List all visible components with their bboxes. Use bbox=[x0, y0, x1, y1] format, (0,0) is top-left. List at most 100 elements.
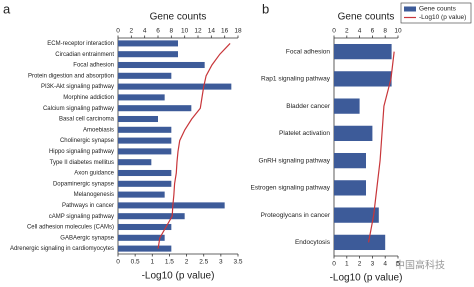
top-tick-label: 12 bbox=[194, 28, 202, 35]
category-label: Estrogen signaling pathway bbox=[251, 185, 331, 192]
category-label: Cholinergic synapse bbox=[60, 138, 115, 144]
top-tick-label: 0 bbox=[116, 28, 120, 35]
bar bbox=[334, 71, 392, 87]
bar bbox=[118, 115, 158, 123]
panel-label: b bbox=[262, 1, 269, 16]
panel-label: a bbox=[3, 1, 11, 16]
category-label: Pathways in cancer bbox=[62, 203, 114, 209]
bottom-tick-label: 2 bbox=[358, 261, 362, 268]
bar bbox=[118, 61, 205, 69]
category-label: Proteoglycans in cancer bbox=[261, 212, 331, 219]
top-tick-label: 10 bbox=[181, 28, 189, 35]
bar bbox=[118, 169, 172, 177]
bar bbox=[118, 213, 185, 220]
bar bbox=[118, 137, 172, 144]
bar bbox=[118, 83, 232, 90]
bottom-axis-title: -Log10 (p value) bbox=[330, 273, 403, 284]
bottom-tick-label: 1.5 bbox=[165, 259, 174, 266]
category-label: Melanogenesis bbox=[74, 192, 114, 198]
bottom-tick-label: 0 bbox=[116, 259, 120, 266]
category-label: Circadian entrainment bbox=[55, 52, 114, 58]
top-tick-label: 2 bbox=[130, 28, 134, 35]
bar bbox=[334, 180, 366, 196]
category-label: Calcium signaling pathway bbox=[43, 106, 114, 112]
category-label: Platelet activation bbox=[279, 130, 330, 137]
category-label: Protein digestion and absorption bbox=[28, 73, 114, 79]
p-value-line bbox=[157, 42, 231, 249]
category-label: Focal adhesion bbox=[73, 63, 114, 69]
bar bbox=[118, 191, 165, 198]
bar bbox=[118, 51, 178, 58]
category-label: Hippo signaling pathway bbox=[49, 149, 114, 155]
legend-swatch bbox=[404, 6, 416, 12]
bar bbox=[118, 126, 172, 133]
category-label: Bladder cancer bbox=[286, 103, 331, 110]
bottom-tick-label: 3 bbox=[371, 261, 375, 268]
top-tick-label: 4 bbox=[358, 28, 362, 35]
category-label: Type II diabetes mellitus bbox=[50, 160, 114, 166]
bottom-tick-label: 3 bbox=[219, 259, 223, 266]
category-label: cAMP signaling pathway bbox=[49, 214, 114, 220]
legend-label: -Log10 (p value) bbox=[419, 14, 466, 21]
bottom-tick-label: 1 bbox=[150, 259, 154, 266]
legend-box bbox=[400, 2, 472, 24]
bottom-tick-label: 2.5 bbox=[199, 259, 208, 266]
top-tick-label: 16 bbox=[221, 28, 229, 35]
bar bbox=[118, 223, 172, 231]
top-axis-title: Gene counts bbox=[150, 12, 207, 23]
top-tick-label: 6 bbox=[156, 28, 160, 35]
bottom-tick-label: 5 bbox=[396, 261, 400, 268]
bar bbox=[334, 207, 379, 223]
category-label: Endocytosis bbox=[295, 239, 331, 246]
bar bbox=[118, 105, 192, 112]
bar bbox=[118, 202, 225, 209]
top-tick-label: 10 bbox=[394, 28, 402, 35]
top-tick-label: 6 bbox=[371, 28, 375, 35]
bar bbox=[334, 98, 360, 114]
category-label: Morphine addiction bbox=[63, 95, 114, 101]
bar bbox=[334, 43, 392, 60]
p-value-line bbox=[367, 51, 395, 243]
bar bbox=[118, 72, 172, 79]
bottom-tick-label: 2 bbox=[185, 259, 189, 266]
category-label: Focal adhesion bbox=[286, 48, 330, 55]
top-axis-title: Gene counts bbox=[338, 12, 395, 23]
bar bbox=[118, 234, 165, 241]
category-label: GnRH signaling pathway bbox=[258, 157, 330, 164]
category-label: ECM-receptor interaction bbox=[47, 41, 114, 47]
bar bbox=[118, 148, 172, 155]
bar bbox=[118, 94, 165, 101]
category-label: Basal cell carcinoma bbox=[59, 117, 115, 123]
top-tick-label: 0 bbox=[332, 28, 336, 35]
bottom-tick-label: 0 bbox=[332, 261, 336, 268]
bar bbox=[118, 245, 172, 252]
category-label: Amoebiasis bbox=[83, 127, 114, 133]
category-label: Rap1 signaling pathway bbox=[261, 76, 331, 83]
bottom-axis-title: -Log10 (p value) bbox=[142, 271, 215, 282]
bottom-tick-label: 3.5 bbox=[233, 259, 242, 266]
bar bbox=[334, 234, 386, 251]
category-label: PI3K-Akt signaling pathway bbox=[41, 84, 114, 90]
bar bbox=[118, 40, 178, 47]
bar bbox=[118, 159, 152, 166]
top-tick-label: 8 bbox=[170, 28, 174, 35]
watermark: 中国高科技 bbox=[395, 259, 445, 272]
category-label: GABAergic synapse bbox=[60, 235, 114, 241]
category-label: Adrenergic signaling in cardiomyocytes bbox=[10, 246, 114, 252]
bar bbox=[118, 180, 172, 187]
category-label: Dopaminergic synapse bbox=[53, 181, 115, 187]
category-label: Cell adhesion molecules (CAMs) bbox=[27, 225, 114, 231]
category-label: Axon guidance bbox=[74, 171, 114, 177]
bottom-tick-label: 0.5 bbox=[131, 259, 140, 266]
legend-label: Gene counts bbox=[419, 6, 457, 13]
bar bbox=[334, 152, 366, 169]
bottom-tick-label: 1 bbox=[345, 261, 349, 268]
top-tick-label: 4 bbox=[143, 28, 147, 35]
top-tick-label: 14 bbox=[208, 28, 216, 35]
top-tick-label: 2 bbox=[345, 28, 349, 35]
bottom-tick-label: 4 bbox=[383, 261, 387, 268]
top-tick-label: 18 bbox=[234, 28, 242, 35]
bar bbox=[334, 125, 373, 142]
top-tick-label: 8 bbox=[383, 28, 387, 35]
